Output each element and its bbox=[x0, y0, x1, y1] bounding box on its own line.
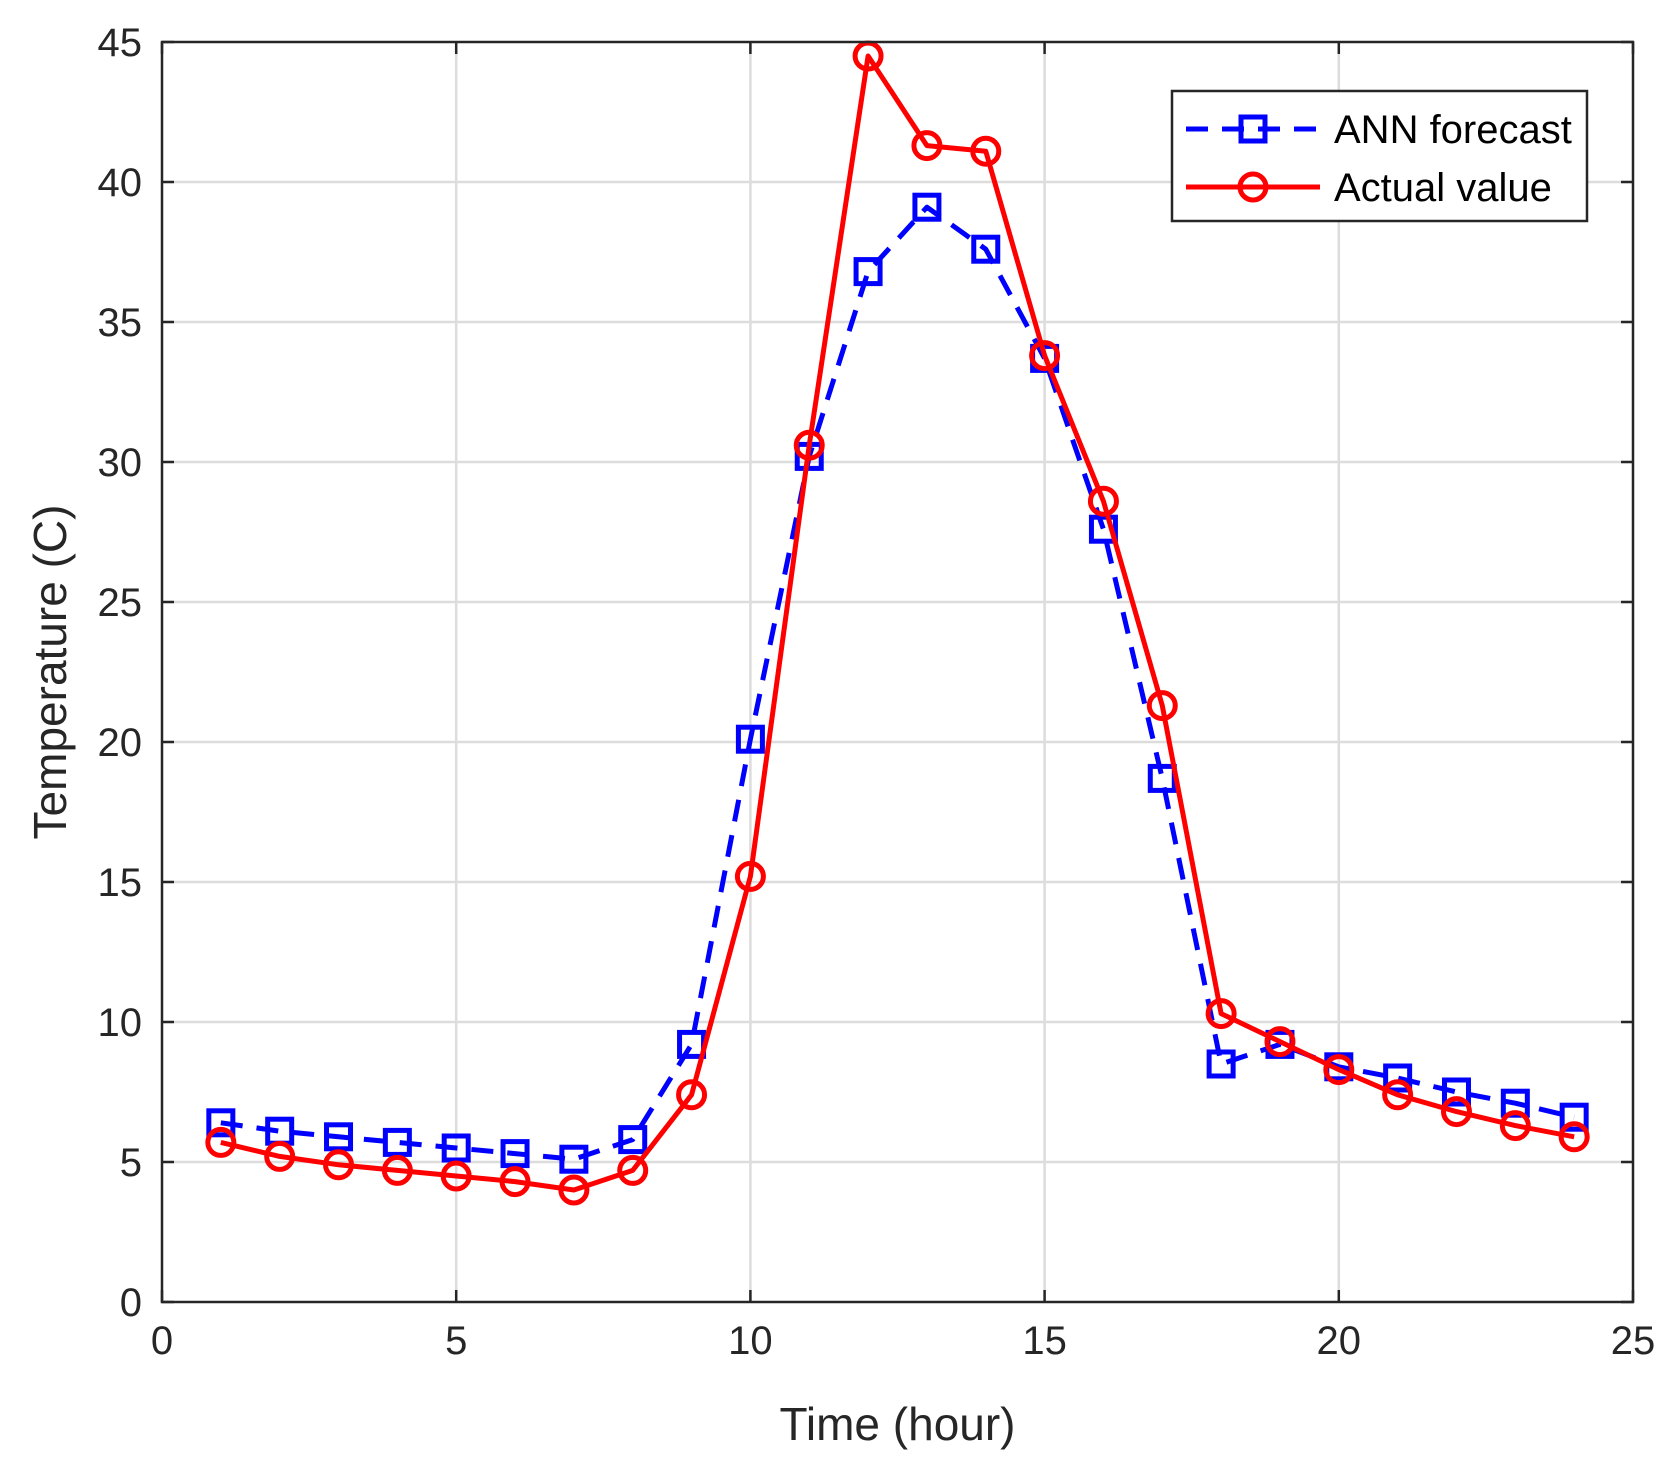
data-point bbox=[618, 1125, 648, 1155]
data-point bbox=[735, 724, 765, 754]
data-point bbox=[853, 257, 883, 287]
data-point bbox=[264, 1140, 296, 1172]
y-tick-label: 10 bbox=[98, 1001, 143, 1045]
data-point bbox=[1559, 1102, 1589, 1132]
y-tick-label: 0 bbox=[120, 1281, 142, 1325]
y-tick-label: 25 bbox=[98, 581, 143, 625]
y-tick-label: 20 bbox=[98, 721, 143, 765]
data-point bbox=[559, 1144, 589, 1174]
data-point bbox=[912, 192, 942, 222]
data-point bbox=[1558, 1121, 1590, 1153]
y-tick-label: 5 bbox=[120, 1141, 142, 1185]
y-tick-label: 40 bbox=[98, 161, 143, 205]
data-point bbox=[1206, 1049, 1236, 1079]
legend-label: Actual value bbox=[1334, 166, 1552, 210]
data-point bbox=[500, 1139, 530, 1169]
data-point bbox=[617, 1154, 649, 1186]
x-tick-label: 20 bbox=[1317, 1319, 1362, 1363]
data-point bbox=[1441, 1077, 1471, 1107]
data-point bbox=[1500, 1088, 1530, 1118]
data-point bbox=[324, 1122, 354, 1152]
data-point bbox=[205, 1126, 237, 1158]
data-point bbox=[1440, 1096, 1472, 1128]
x-axis-title: Time (hour) bbox=[780, 1398, 1016, 1450]
data-point bbox=[1146, 690, 1178, 722]
plot-frame bbox=[160, 40, 1635, 1304]
data-point bbox=[911, 130, 943, 162]
data-point bbox=[1087, 485, 1119, 517]
data-point bbox=[1382, 1079, 1414, 1111]
data-point bbox=[1088, 514, 1118, 544]
legend-box bbox=[1170, 89, 1589, 223]
data-point bbox=[970, 135, 1002, 167]
y-tick-label: 30 bbox=[98, 441, 143, 485]
data-point bbox=[381, 1154, 413, 1186]
data-point bbox=[323, 1149, 355, 1181]
x-tick-label: 10 bbox=[728, 1319, 773, 1363]
data-point bbox=[440, 1160, 472, 1192]
data-point bbox=[793, 429, 825, 461]
legend-square-marker bbox=[1238, 114, 1268, 144]
data-point bbox=[499, 1166, 531, 1198]
y-axis-title: Temperature (C) bbox=[24, 505, 76, 840]
x-tick-label: 25 bbox=[1611, 1319, 1656, 1363]
data-point bbox=[1205, 998, 1237, 1030]
data-point bbox=[676, 1079, 708, 1111]
y-tick-label: 15 bbox=[98, 861, 143, 905]
legend-entry: Actual value bbox=[1186, 166, 1552, 210]
data-point bbox=[558, 1174, 590, 1206]
y-tick-label: 35 bbox=[98, 301, 143, 345]
data-point bbox=[971, 234, 1001, 264]
legend-circle-marker bbox=[1237, 171, 1269, 203]
data-point bbox=[1264, 1026, 1296, 1058]
legend-entry: ANN forecast bbox=[1186, 108, 1572, 152]
data-point bbox=[1029, 340, 1061, 372]
x-tick-label: 0 bbox=[151, 1319, 173, 1363]
x-tick-label: 5 bbox=[445, 1319, 467, 1363]
series-layer bbox=[205, 40, 1590, 1206]
series-ann-forecast bbox=[206, 192, 1589, 1174]
data-point bbox=[1323, 1054, 1355, 1086]
data-point bbox=[1383, 1063, 1413, 1093]
data-point bbox=[1499, 1110, 1531, 1142]
legend-label: ANN forecast bbox=[1334, 108, 1572, 152]
data-point bbox=[382, 1127, 412, 1157]
legend: ANN forecast Actual value bbox=[1170, 89, 1589, 223]
data-point bbox=[441, 1133, 471, 1163]
data-point bbox=[734, 860, 766, 892]
series-actual-value bbox=[205, 40, 1590, 1206]
x-tick-label: 15 bbox=[1022, 1319, 1067, 1363]
grid bbox=[162, 42, 1633, 1302]
y-tick-label: 45 bbox=[98, 21, 143, 65]
data-point bbox=[206, 1108, 236, 1138]
ticks: 0 5 10 15 20 25 0 5 10 15 20 25 30 35 40 45 bbox=[98, 21, 1656, 1363]
